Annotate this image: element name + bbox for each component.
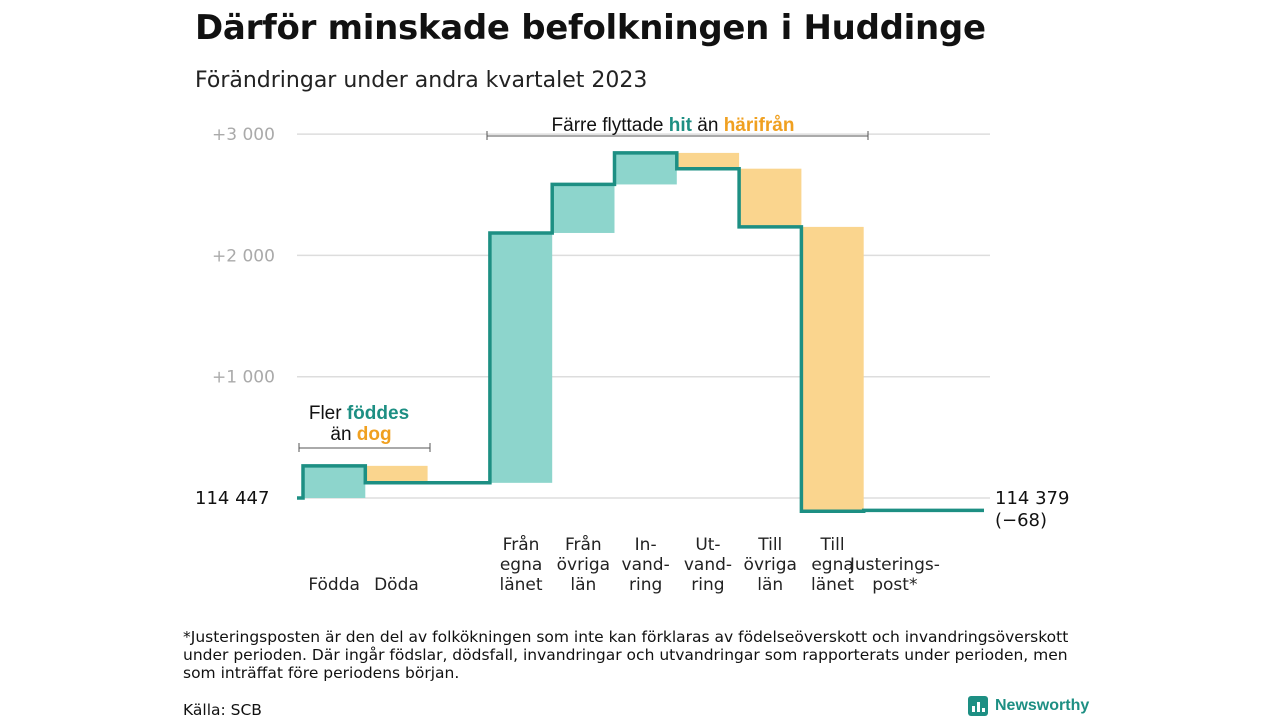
waterfall-bar <box>365 465 428 483</box>
migration-text-hit: hit <box>669 115 693 136</box>
chart-title: Därför minskade befolkningen i Huddinge <box>195 8 986 48</box>
births-annotation-line1: Fler föddes <box>309 403 409 424</box>
category-label: Till egna länet <box>811 535 854 595</box>
start-value-label: 114 447 <box>195 488 269 509</box>
end-change-label: (−68) <box>995 510 1047 531</box>
end-value-label: 114 379 <box>995 488 1069 509</box>
footnote: *Justeringsposten är den del av folkökni… <box>183 628 1069 682</box>
source-label: Källa: SCB <box>183 701 262 719</box>
category-labels: Födda Döda Från egna länet Från övriga länIn-va… <box>308 534 940 595</box>
waterfall-bar <box>739 168 802 227</box>
births-annotation-line2: än dog <box>330 424 391 445</box>
waterfall-bar <box>303 465 366 498</box>
chart-subtitle: Förändringar under andra kvartalet 2023 <box>195 68 648 93</box>
bars <box>303 152 926 512</box>
category-label: Från egna länet <box>500 534 543 595</box>
bar-chart-icon <box>968 696 988 716</box>
category-label: In-vand-ring <box>622 535 670 595</box>
waterfall-bar <box>676 152 740 169</box>
category-label: Ut-vand-ring <box>684 535 732 595</box>
newsworthy-logo: Newsworthy <box>968 696 1089 716</box>
waterfall-bar <box>552 184 615 233</box>
category-label: Från övriga län <box>557 534 610 595</box>
annotations: Färre flyttade hit än härifrån Fler född… <box>195 115 1069 531</box>
births-text-fler: Fler <box>309 403 342 424</box>
brand-name: Newsworthy <box>995 697 1090 714</box>
y-tick-label: +1 000 <box>212 368 275 388</box>
migration-text-1: Färre flyttade <box>552 115 664 136</box>
cumulative-step-line <box>297 151 984 514</box>
waterfall-chart: +1 000 +2 000 +3 000 Födda Döda Från egna läne… <box>195 115 1069 595</box>
migration-text-harifran: härifrån <box>724 115 795 136</box>
waterfall-bar <box>489 232 553 483</box>
category-label: Födda <box>308 575 360 595</box>
y-tick-label: +2 000 <box>212 246 275 266</box>
births-text-an: än <box>330 424 351 445</box>
y-tick-label: +3 000 <box>212 125 275 145</box>
migration-annotation: Färre flyttade hit än härifrån <box>552 115 795 136</box>
category-label: Till övriga län <box>744 535 797 595</box>
category-label: Justerings-post* <box>849 555 940 595</box>
waterfall-bar <box>801 226 864 512</box>
category-label: Döda <box>374 575 419 595</box>
gridlines: +1 000 +2 000 +3 000 <box>212 125 990 499</box>
waterfall-bar <box>614 152 677 185</box>
births-text-dog: dog <box>357 424 392 445</box>
step-line-layer <box>297 151 984 514</box>
births-text-foddes: föddes <box>347 403 409 424</box>
migration-text-an: än <box>697 115 718 136</box>
